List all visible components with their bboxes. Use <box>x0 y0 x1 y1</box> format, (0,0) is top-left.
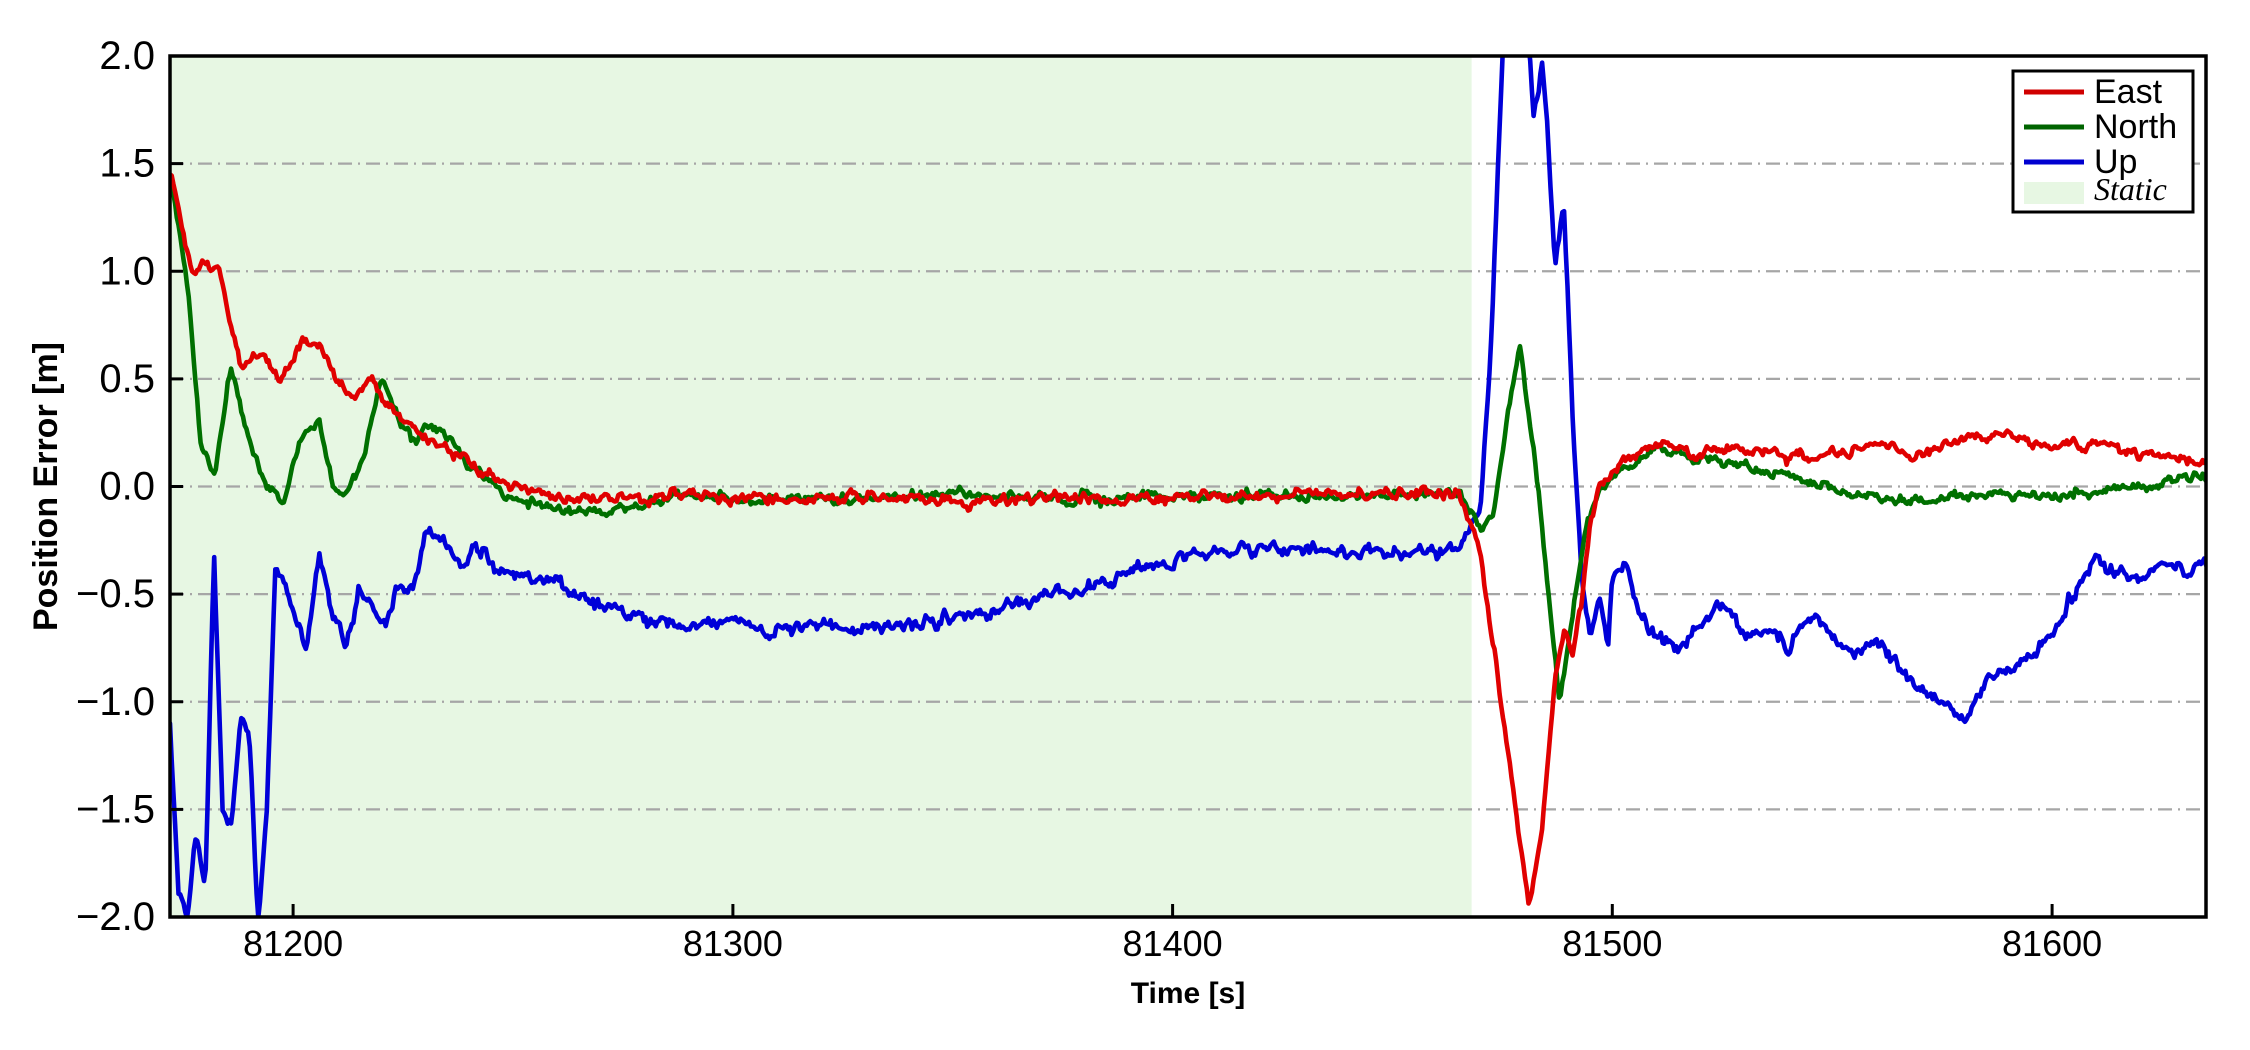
svg-text:−0.5: −0.5 <box>76 572 155 616</box>
svg-text:81500: 81500 <box>1562 923 1662 964</box>
svg-text:81400: 81400 <box>1123 923 1223 964</box>
svg-text:2.0: 2.0 <box>99 34 155 78</box>
svg-text:0.5: 0.5 <box>99 357 155 401</box>
svg-text:81600: 81600 <box>2002 923 2102 964</box>
svg-text:Time [s]: Time [s] <box>1131 977 1245 1010</box>
svg-text:−2.0: −2.0 <box>76 895 155 939</box>
svg-text:Position Error [m]: Position Error [m] <box>27 342 65 631</box>
svg-text:1.0: 1.0 <box>99 249 155 293</box>
svg-text:East: East <box>2094 73 2163 111</box>
svg-text:North: North <box>2094 108 2177 146</box>
svg-text:1.5: 1.5 <box>99 142 155 186</box>
svg-text:−1.5: −1.5 <box>76 787 155 831</box>
svg-text:81200: 81200 <box>243 923 343 964</box>
svg-text:Static: Static <box>2094 171 2167 207</box>
svg-text:0.0: 0.0 <box>99 465 155 509</box>
svg-text:81300: 81300 <box>683 923 783 964</box>
svg-text:−1.0: −1.0 <box>76 680 155 724</box>
